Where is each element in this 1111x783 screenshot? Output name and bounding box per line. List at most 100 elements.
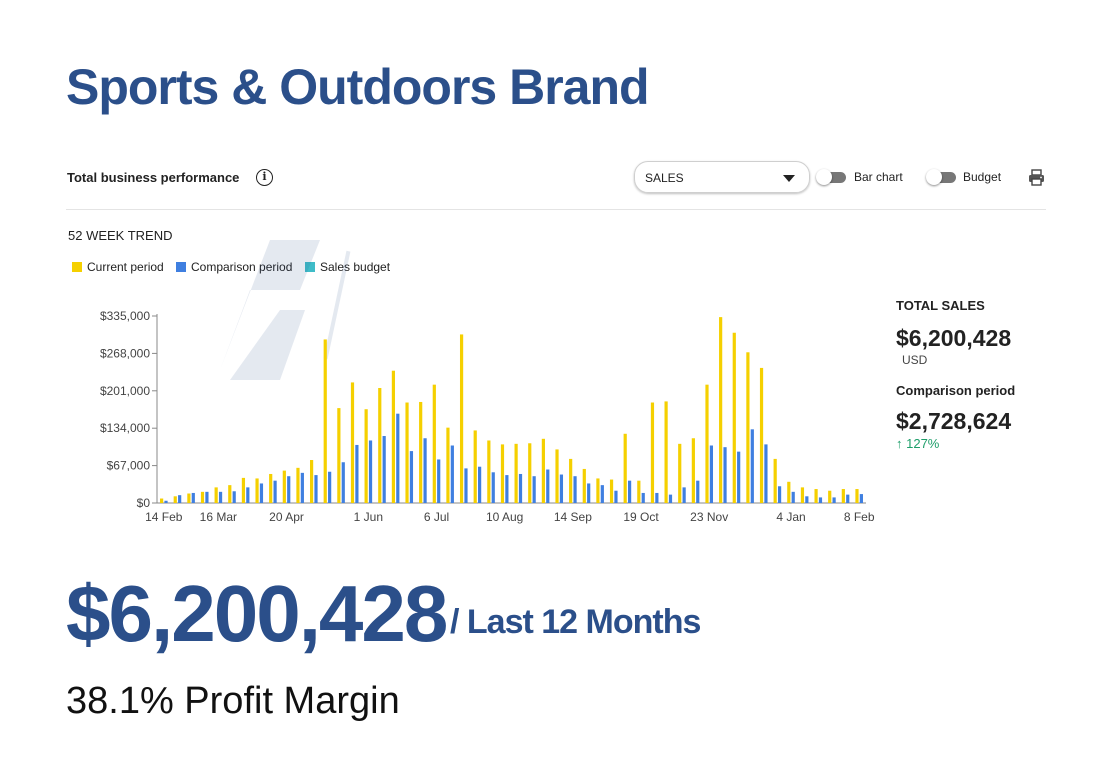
info-icon[interactable]: i <box>256 169 273 186</box>
comparison-period-bar[interactable] <box>464 468 468 503</box>
comparison-period-bar[interactable] <box>232 491 236 503</box>
current-period-bar[interactable] <box>160 498 164 503</box>
current-period-bar[interactable] <box>473 430 477 503</box>
current-period-bar[interactable] <box>528 443 532 503</box>
comparison-period-bar[interactable] <box>191 492 195 503</box>
bar-chart-toggle[interactable] <box>816 169 846 185</box>
current-period-bar[interactable] <box>541 438 545 503</box>
current-period-bar[interactable] <box>432 384 436 503</box>
current-period-bar[interactable] <box>214 487 218 503</box>
current-period-bar[interactable] <box>446 427 450 503</box>
comparison-period-bar[interactable] <box>805 496 809 503</box>
current-period-bar[interactable] <box>855 489 859 503</box>
comparison-period-bar[interactable] <box>205 491 209 503</box>
comparison-period-bar[interactable] <box>641 492 645 503</box>
current-period-bar[interactable] <box>487 440 491 503</box>
comparison-period-bar[interactable] <box>846 494 850 503</box>
current-period-bar[interactable] <box>637 480 641 503</box>
comparison-period-bar[interactable] <box>627 480 632 503</box>
current-period-bar[interactable] <box>759 367 764 503</box>
current-period-bar[interactable] <box>200 491 205 503</box>
current-period-bar[interactable] <box>173 496 177 503</box>
comparison-period-bar[interactable] <box>668 494 673 503</box>
comparison-period-bar[interactable] <box>709 445 714 503</box>
current-period-bar[interactable] <box>282 470 286 503</box>
current-period-bar[interactable] <box>678 443 682 503</box>
current-period-bar[interactable] <box>296 467 300 503</box>
comparison-period-bar[interactable] <box>218 491 223 503</box>
current-period-bar[interactable] <box>719 317 723 503</box>
current-period-bar[interactable] <box>787 481 791 503</box>
comparison-period-bar[interactable] <box>723 447 727 503</box>
comparison-period-bar[interactable] <box>750 429 754 503</box>
current-period-bar[interactable] <box>269 473 273 503</box>
current-period-bar[interactable] <box>814 489 818 503</box>
comparison-period-bar[interactable] <box>314 475 318 503</box>
comparison-period-bar[interactable] <box>859 494 863 503</box>
comparison-period-bar[interactable] <box>273 480 277 503</box>
comparison-period-bar[interactable] <box>777 486 782 503</box>
comparison-period-bar[interactable] <box>682 487 686 503</box>
current-period-bar[interactable] <box>623 433 627 503</box>
print-icon[interactable] <box>1028 169 1045 186</box>
comparison-period-bar[interactable] <box>764 444 768 503</box>
comparison-period-bar[interactable] <box>518 473 523 503</box>
current-period-bar[interactable] <box>596 478 600 503</box>
current-period-bar[interactable] <box>800 487 805 503</box>
legend-item-budget[interactable]: Sales budget <box>305 260 390 274</box>
current-period-bar[interactable] <box>391 370 396 503</box>
comparison-period-bar[interactable] <box>546 469 550 503</box>
current-period-bar[interactable] <box>746 352 750 503</box>
comparison-period-bar[interactable] <box>287 476 291 503</box>
legend-item-comparison[interactable]: Comparison period <box>176 260 292 274</box>
comparison-period-bar[interactable] <box>559 474 564 503</box>
comparison-period-bar[interactable] <box>437 459 441 503</box>
current-period-bar[interactable] <box>555 449 559 503</box>
current-period-bar[interactable] <box>650 402 655 503</box>
current-period-bar[interactable] <box>255 478 259 503</box>
comparison-period-bar[interactable] <box>600 485 604 503</box>
current-period-bar[interactable] <box>364 409 368 503</box>
comparison-period-bar[interactable] <box>491 472 495 503</box>
legend-item-current[interactable]: Current period <box>72 260 164 274</box>
current-period-bar[interactable] <box>841 489 845 503</box>
comparison-period-bar[interactable] <box>737 451 741 503</box>
current-period-bar[interactable] <box>323 339 327 503</box>
comparison-period-bar[interactable] <box>832 497 836 503</box>
current-period-bar[interactable] <box>609 479 614 503</box>
comparison-period-bar[interactable] <box>818 497 823 503</box>
comparison-period-bar[interactable] <box>655 492 659 503</box>
current-period-bar[interactable] <box>459 334 464 503</box>
comparison-period-bar[interactable] <box>409 451 414 503</box>
current-period-bar[interactable] <box>228 485 232 503</box>
current-period-bar[interactable] <box>514 443 518 503</box>
comparison-period-bar[interactable] <box>423 438 427 503</box>
comparison-period-bar[interactable] <box>382 436 386 503</box>
current-period-bar[interactable] <box>309 460 314 503</box>
comparison-period-bar[interactable] <box>696 480 700 503</box>
metric-select[interactable]: SALES <box>634 161 810 193</box>
current-period-bar[interactable] <box>350 382 355 503</box>
comparison-period-bar[interactable] <box>300 472 304 503</box>
comparison-period-bar[interactable] <box>164 500 168 503</box>
current-period-bar[interactable] <box>569 458 573 503</box>
comparison-period-bar[interactable] <box>246 487 250 503</box>
current-period-bar[interactable] <box>378 388 382 503</box>
comparison-period-bar[interactable] <box>791 491 795 503</box>
comparison-period-bar[interactable] <box>368 440 373 503</box>
comparison-period-bar[interactable] <box>573 476 577 503</box>
comparison-period-bar[interactable] <box>341 462 345 503</box>
current-period-bar[interactable] <box>405 402 409 503</box>
comparison-period-bar[interactable] <box>587 483 591 503</box>
current-period-bar[interactable] <box>773 458 777 503</box>
budget-toggle[interactable] <box>926 169 956 185</box>
current-period-bar[interactable] <box>828 490 832 503</box>
current-period-bar[interactable] <box>419 401 423 503</box>
comparison-period-bar[interactable] <box>532 476 536 503</box>
current-period-bar[interactable] <box>337 408 341 503</box>
current-period-bar[interactable] <box>241 477 246 503</box>
current-period-bar[interactable] <box>664 401 668 503</box>
comparison-period-bar[interactable] <box>259 483 264 503</box>
current-period-bar[interactable] <box>732 332 736 503</box>
current-period-bar[interactable] <box>500 444 505 503</box>
